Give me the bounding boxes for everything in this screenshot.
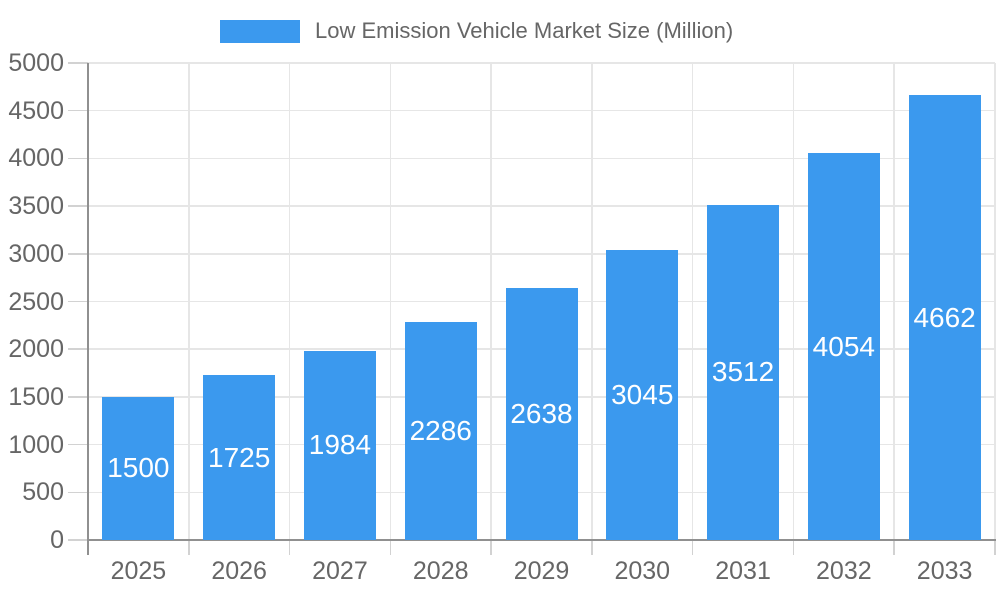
x-axis-tick <box>893 540 895 555</box>
y-gridline <box>88 109 995 112</box>
y-axis-tick-label: 500 <box>22 478 64 507</box>
y-axis-tick-label: 3500 <box>8 192 64 221</box>
x-axis-tick <box>792 540 795 555</box>
bar-value-label: 2638 <box>510 398 573 430</box>
bar-value-label: 4662 <box>913 301 976 333</box>
x-axis-tick <box>994 540 996 555</box>
y-axis-tick <box>68 348 88 350</box>
y-axis-tick-label: 5000 <box>8 49 64 77</box>
x-gridline <box>792 63 795 540</box>
x-gridline <box>389 63 392 540</box>
bar-value-label: 4054 <box>812 330 875 362</box>
x-axis-tick <box>288 540 291 555</box>
x-axis-tick-label: 2028 <box>412 557 469 585</box>
x-axis-tick <box>490 540 492 555</box>
y-axis-tick <box>68 253 88 255</box>
y-axis-line <box>87 63 89 555</box>
x-gridline <box>691 63 694 540</box>
bar-value-label: 1725 <box>208 441 271 473</box>
x-axis-tick-label: 2025 <box>110 557 167 585</box>
x-gridline <box>591 63 593 540</box>
bar-value-label: 3512 <box>711 356 775 388</box>
y-axis-tick-label: 1000 <box>8 430 64 459</box>
legend-swatch <box>220 19 300 43</box>
y-axis-tick-label: 4000 <box>8 144 64 173</box>
y-axis-tick <box>68 491 88 494</box>
y-axis-tick <box>68 539 88 541</box>
x-gridline <box>490 63 492 540</box>
y-axis-tick-label: 2000 <box>8 335 64 364</box>
x-axis-tick-label: 2026 <box>211 557 267 585</box>
y-axis-tick-label: 2500 <box>8 287 64 316</box>
bar-value-label: 1500 <box>107 452 170 484</box>
y-axis-tick <box>68 62 88 64</box>
x-axis-tick-label: 2031 <box>715 557 771 585</box>
bar-2027 <box>303 350 376 540</box>
x-gridline <box>893 63 895 540</box>
bar-2032 <box>807 153 880 540</box>
y-axis-tick-label: 3000 <box>8 239 64 268</box>
y-axis-tick <box>68 443 88 446</box>
x-axis-tick <box>691 540 694 555</box>
x-axis-line <box>87 539 996 541</box>
bar-value-label: 2286 <box>409 414 472 446</box>
x-axis-tick-label: 2027 <box>312 557 368 585</box>
x-axis-tick <box>389 540 392 555</box>
x-gridline <box>188 63 190 540</box>
y-axis-tick-label: 1500 <box>8 382 64 411</box>
x-axis-tick-label: 2029 <box>513 557 570 585</box>
y-gridline <box>88 205 995 207</box>
x-axis-tick <box>188 540 190 555</box>
x-axis-tick-label: 2033 <box>916 557 973 585</box>
legend-item[interactable]: Low Emission Vehicle Market Size (Millio… <box>220 18 733 44</box>
x-gridline <box>288 63 291 540</box>
bar-value-label: 3045 <box>611 378 674 410</box>
bar-2028 <box>404 321 477 540</box>
bar-value-label: 1984 <box>308 429 372 461</box>
x-axis-tick-label: 2030 <box>614 557 671 585</box>
y-axis-tick <box>68 109 88 112</box>
y-gridline <box>88 62 995 64</box>
y-axis-tick <box>68 157 88 160</box>
y-axis-tick-label: 0 <box>50 526 64 554</box>
y-gridline <box>88 253 995 255</box>
legend-label: Low Emission Vehicle Market Size (Millio… <box>315 18 734 43</box>
y-axis-tick <box>68 300 88 303</box>
bar-2025 <box>102 396 175 540</box>
y-axis-tick <box>68 396 88 398</box>
bar-2031 <box>707 204 780 540</box>
x-axis-tick <box>591 540 593 555</box>
x-gridline <box>994 63 996 540</box>
y-gridline <box>88 157 995 160</box>
bar-2029 <box>505 288 578 540</box>
bar-2033 <box>908 95 981 540</box>
bar-2026 <box>203 375 276 540</box>
x-axis-tick-label: 2032 <box>816 557 872 585</box>
y-axis-tick <box>68 205 88 207</box>
y-axis-tick-label: 4500 <box>8 96 64 125</box>
bar-2030 <box>606 249 679 540</box>
